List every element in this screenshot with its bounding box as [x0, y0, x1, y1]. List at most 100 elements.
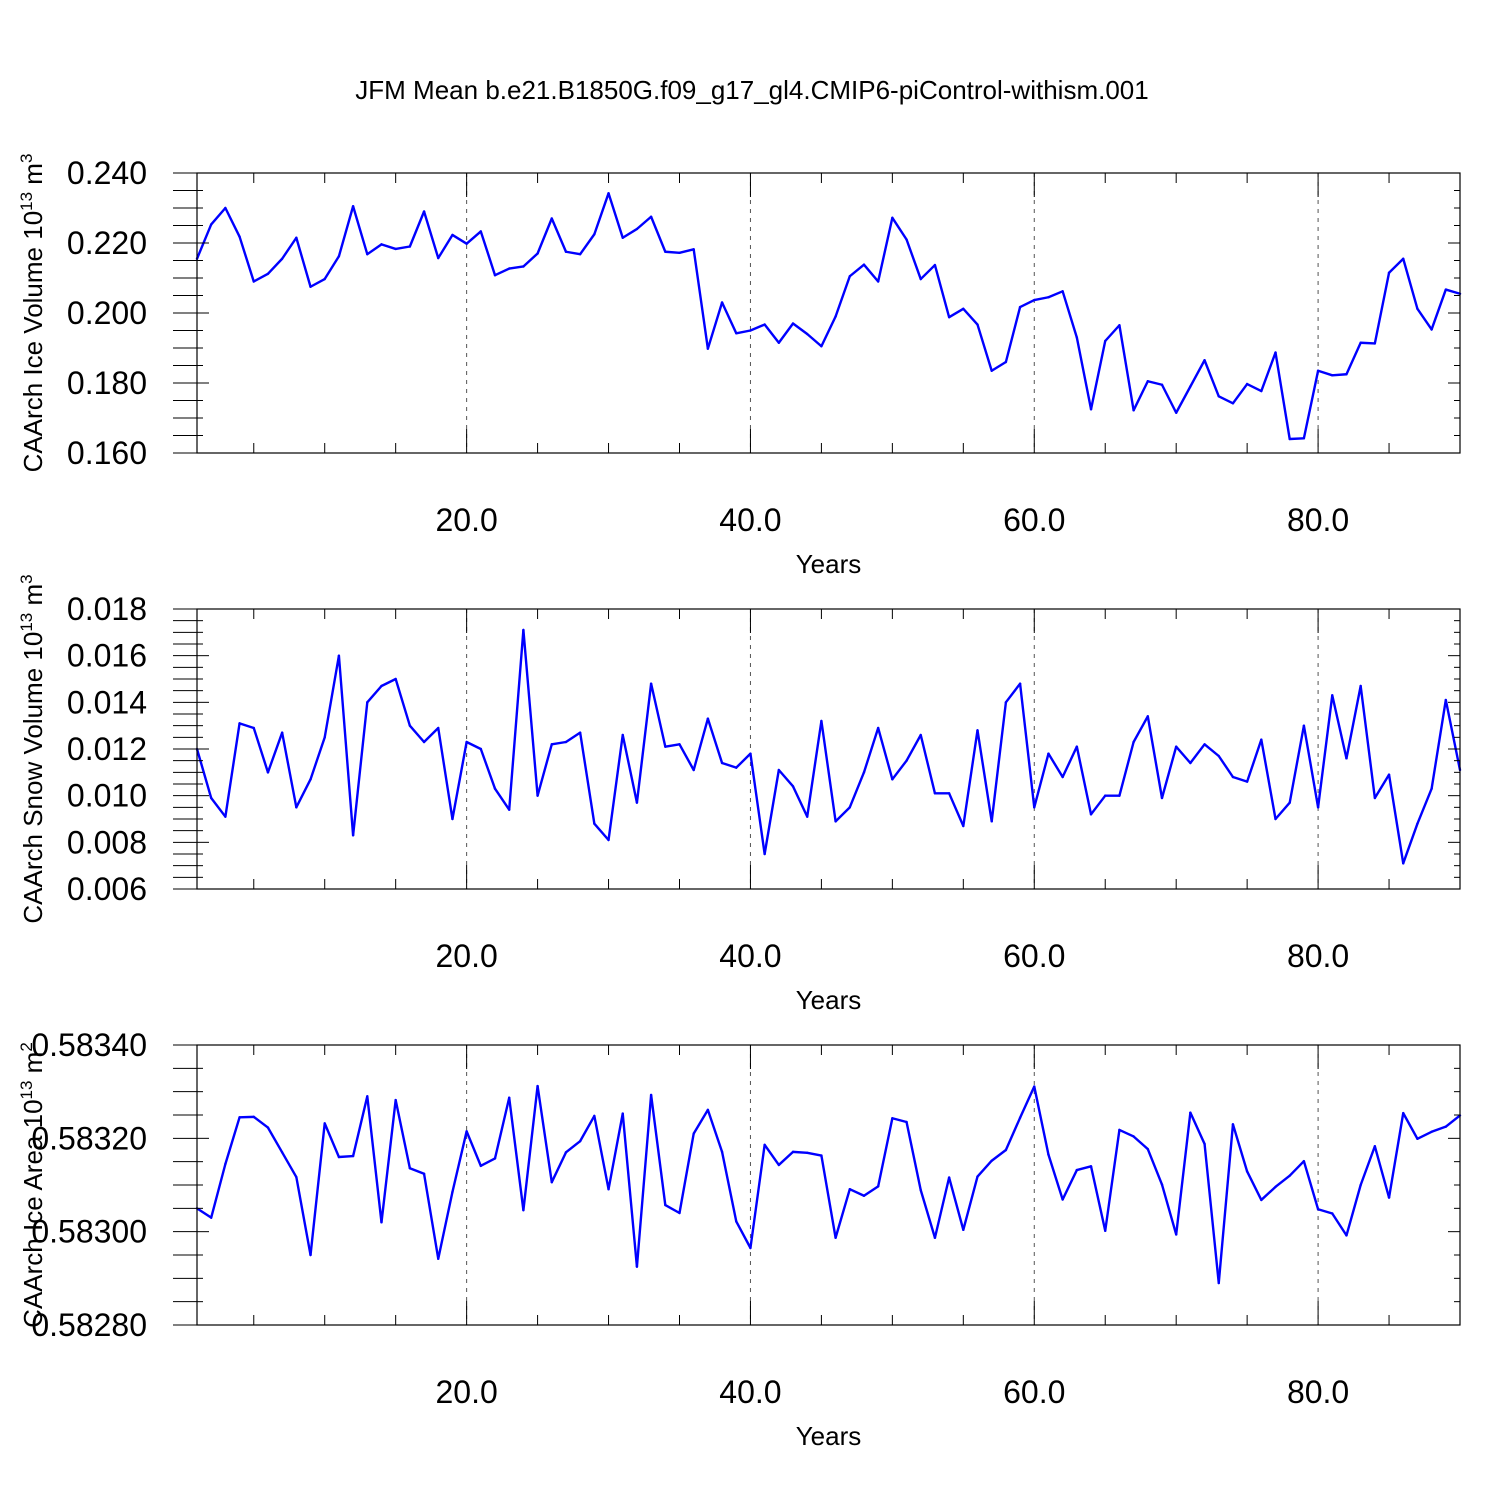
- series-segment: [1075, 336, 1093, 411]
- series-segment: [706, 301, 724, 350]
- series-segment: [749, 323, 766, 332]
- series-segment: [649, 215, 667, 253]
- series-segment: [919, 733, 937, 795]
- series-segment: [1089, 1165, 1107, 1232]
- series-segment: [1274, 351, 1291, 441]
- series-segment: [990, 701, 1008, 823]
- series-segment: [508, 628, 525, 811]
- series-segment: [862, 263, 880, 283]
- y-axis-label-ylabel-exp: 13: [17, 613, 36, 632]
- series-segment: [1174, 745, 1192, 765]
- series-segment: [564, 731, 582, 744]
- series-segment: [891, 1117, 908, 1124]
- series-segment: [578, 731, 596, 825]
- series-segment: [593, 192, 610, 236]
- series-segment: [1132, 715, 1149, 744]
- series-segment: [692, 717, 710, 772]
- series-segment: [649, 682, 667, 748]
- series-segment: [1387, 257, 1405, 274]
- series-segment: [706, 1108, 724, 1154]
- series-segment: [962, 307, 979, 326]
- series-segment: [1444, 1114, 1462, 1128]
- y-axis-label-ylabel-unit-exp: 3: [17, 154, 36, 163]
- series-segment: [451, 233, 468, 245]
- series-segment: [394, 245, 412, 251]
- y-tick-label: 0.58320: [31, 1120, 147, 1156]
- series-segment: [479, 1157, 497, 1168]
- series-segment: [834, 275, 851, 318]
- y-tick-label: 0.58300: [31, 1214, 147, 1250]
- x-axis-label: Years: [796, 1421, 862, 1451]
- series-segment: [947, 792, 965, 828]
- series-segment: [564, 1139, 582, 1154]
- panel-1: 20.0 40.0 60.0 80.0 0.160 0.180 0.200 0.220 0.24…: [17, 154, 1462, 579]
- series-segment: [962, 1175, 979, 1232]
- series-segment: [408, 210, 426, 248]
- series-segment: [1061, 745, 1079, 779]
- series-segment: [451, 1130, 468, 1194]
- series-segment: [1288, 1159, 1306, 1177]
- series-segment: [976, 1159, 993, 1178]
- series-segment: [848, 263, 866, 278]
- series-segment: [1402, 822, 1419, 865]
- series-segment: [1316, 369, 1334, 377]
- series-segment: [692, 1108, 710, 1135]
- series-segment: [1189, 743, 1206, 765]
- series-segment: [735, 1220, 752, 1250]
- series-segment: [777, 768, 795, 788]
- series-segment: [252, 272, 270, 283]
- series-segment: [1018, 298, 1036, 309]
- y-tick-label: 0.200: [67, 295, 147, 331]
- x-axis-label: Years: [796, 985, 862, 1015]
- series-segment: [252, 1115, 270, 1129]
- series-segment: [394, 677, 412, 727]
- plot-frame: [196, 172, 1461, 454]
- series-segment: [1089, 339, 1107, 411]
- series-segment: [323, 255, 341, 281]
- series-segment: [224, 722, 241, 818]
- series-segment: [1004, 682, 1022, 704]
- series-segment: [933, 1176, 951, 1239]
- series-segment: [1160, 745, 1178, 800]
- series-segment: [678, 743, 695, 772]
- series-segment: [209, 796, 227, 818]
- series-segment: [1089, 794, 1107, 816]
- series-segment: [1231, 1123, 1249, 1173]
- series-segment: [1359, 684, 1377, 800]
- series-segment: [763, 768, 781, 856]
- series-segment: [195, 747, 213, 800]
- series-segment: [649, 1093, 667, 1207]
- series-segment: [848, 1187, 866, 1197]
- y-tick-label: 0.180: [67, 365, 147, 401]
- series-segment: [1402, 257, 1419, 310]
- series-segment: [820, 315, 837, 348]
- series-segment: [791, 785, 809, 818]
- series-segment: [1047, 290, 1064, 299]
- series-segment: [1274, 1174, 1291, 1189]
- series-segment: [735, 329, 752, 335]
- x-tick-label: 20.0: [435, 502, 497, 538]
- series-segment: [1203, 743, 1220, 758]
- series-segment: [1345, 684, 1362, 760]
- series-segment: [522, 628, 539, 797]
- series-segment: [465, 740, 483, 751]
- series-segment: [664, 250, 681, 255]
- series-segment: [1217, 395, 1235, 405]
- series-segment: [1061, 1168, 1079, 1201]
- series-segment: [607, 1112, 624, 1191]
- series-segment: [621, 733, 639, 804]
- y-tick-label: 0.016: [67, 638, 147, 674]
- series-segment: [437, 233, 454, 260]
- series-segment: [238, 235, 255, 283]
- y-tick-label: 0.006: [67, 871, 147, 907]
- series-segment: [1331, 694, 1348, 760]
- series-segment: [933, 263, 951, 319]
- series-segment: [493, 267, 511, 277]
- series-segment: [862, 726, 880, 774]
- series-segment: [593, 1114, 610, 1191]
- series-segment: [791, 322, 809, 336]
- series-segment: [422, 1172, 440, 1260]
- series-segment: [678, 1132, 695, 1215]
- series-segment: [1373, 1145, 1391, 1199]
- series-segment: [451, 740, 468, 821]
